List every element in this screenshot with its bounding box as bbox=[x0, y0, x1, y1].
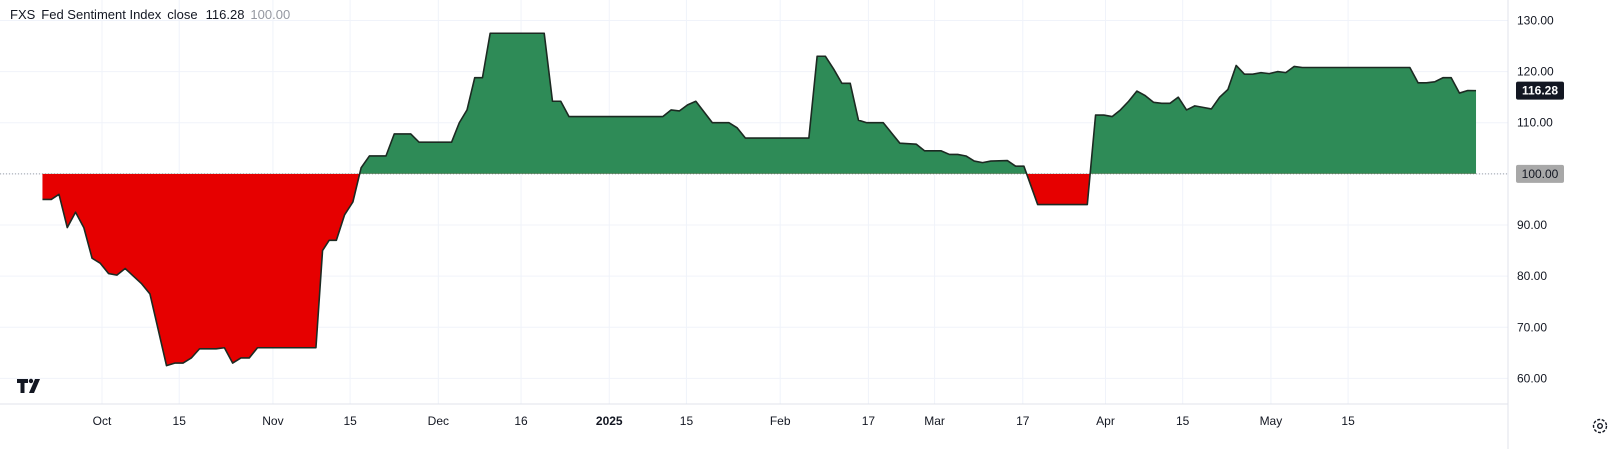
y-tick-label: 70.00 bbox=[1517, 320, 1547, 334]
area-above-baseline bbox=[42, 33, 1477, 174]
x-tick-label: 17 bbox=[1016, 414, 1030, 428]
x-tick-label: 17 bbox=[862, 414, 876, 428]
x-tick-label: 16 bbox=[514, 414, 528, 428]
area-series bbox=[42, 32, 1477, 367]
series-line bbox=[42, 32, 1477, 367]
last-value-label: 116.28 bbox=[1522, 84, 1558, 98]
x-tick-label: 15 bbox=[1176, 414, 1190, 428]
x-tick-label: 15 bbox=[343, 414, 357, 428]
legend-metric: close bbox=[167, 7, 198, 22]
gear-icon[interactable] bbox=[1591, 417, 1609, 435]
y-tick-label: 110.00 bbox=[1517, 116, 1553, 130]
x-tick-label: Mar bbox=[924, 414, 945, 428]
axis-value-labels: 116.28 100.00 bbox=[1516, 81, 1564, 183]
x-tick-label: Apr bbox=[1096, 414, 1115, 428]
x-tick-label: 2025 bbox=[596, 414, 623, 428]
y-tick-label: 60.00 bbox=[1517, 371, 1547, 385]
legend-close-value: 116.28 bbox=[205, 7, 245, 22]
y-tick-label: 130.00 bbox=[1517, 13, 1554, 27]
y-tick-label: 80.00 bbox=[1517, 269, 1547, 283]
time-axis[interactable]: Oct 15 Nov 15 Dec 16 2025 15 Feb 17 Mar 17 Apr 15 May 1… bbox=[93, 414, 1355, 428]
x-tick-label: 15 bbox=[680, 414, 694, 428]
price-axis[interactable]: 130.00120.00110.00100.0090.0080.0070.006… bbox=[1517, 13, 1554, 385]
x-tick-label: Oct bbox=[93, 414, 112, 428]
chart-legend: FXS Fed Sentiment Index close 116.28 100… bbox=[10, 7, 290, 22]
base-value-label: 100.00 bbox=[1522, 167, 1559, 181]
x-tick-label: 15 bbox=[173, 414, 187, 428]
legend-base-value: 100.00 bbox=[250, 7, 291, 22]
last-value-badge bbox=[1516, 81, 1564, 100]
y-tick-label: 90.00 bbox=[1517, 218, 1547, 232]
x-tick-label: Nov bbox=[262, 414, 283, 428]
legend-title[interactable]: Fed Sentiment Index bbox=[41, 7, 162, 22]
area-below-baseline bbox=[42, 173, 1091, 366]
x-tick-label: May bbox=[1260, 414, 1283, 428]
legend-symbol[interactable]: FXS bbox=[10, 7, 36, 22]
x-tick-label: 15 bbox=[1341, 414, 1355, 428]
tradingview-logo-icon[interactable] bbox=[16, 375, 44, 395]
x-tick-label: Dec bbox=[428, 414, 449, 428]
y-tick-label: 120.00 bbox=[1517, 65, 1554, 79]
x-tick-label: Feb bbox=[770, 414, 791, 428]
base-value-badge bbox=[1516, 164, 1564, 183]
